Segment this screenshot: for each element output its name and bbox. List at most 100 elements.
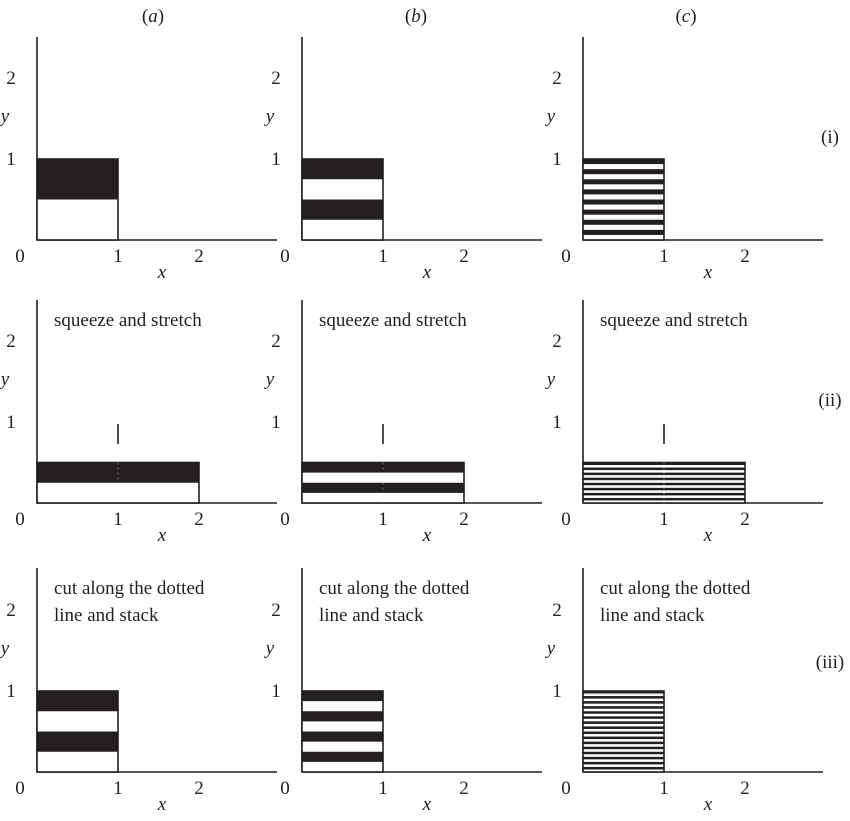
region-outline — [36, 158, 119, 241]
y-axis-label: y — [264, 106, 275, 127]
dark-stripe — [583, 199, 664, 205]
y-axis-label: y — [545, 369, 556, 390]
x-tick-label: 2 — [459, 246, 469, 267]
dark-stripe — [583, 736, 664, 740]
dark-stripe — [583, 169, 664, 175]
x-tick-label: 0 — [280, 509, 290, 530]
x-tick-label: 1 — [378, 778, 388, 799]
x-tick-label: 0 — [15, 778, 25, 799]
x-tick-label: 1 — [659, 778, 669, 799]
y-tick-label: 1 — [271, 681, 281, 702]
dark-stripe — [302, 199, 383, 220]
dark-stripe — [302, 751, 383, 762]
dark-stripe — [583, 751, 664, 755]
dark-stripe — [583, 726, 664, 729]
dark-stripe — [583, 721, 664, 724]
y-tick-label: 1 — [552, 412, 562, 433]
y-tick-label: 2 — [6, 600, 16, 621]
dark-stripe — [37, 159, 118, 200]
x-tick-label: 1 — [113, 509, 123, 530]
x-axis-label: x — [422, 794, 432, 815]
region-outline — [301, 690, 384, 773]
x-tick-label: 0 — [561, 246, 571, 267]
striped-region — [582, 158, 665, 241]
row-label-ii: (ii) — [818, 390, 841, 411]
y-axis-label: y — [0, 638, 10, 659]
y-axis-label: y — [545, 638, 556, 659]
row-label-iii: (iii) — [816, 652, 845, 673]
dark-stripe — [583, 179, 664, 185]
x-tick-label: 1 — [113, 246, 123, 267]
y-tick-label: 2 — [552, 600, 562, 621]
panel-caption: cut along the dotted — [600, 578, 751, 599]
dark-stripe — [37, 731, 118, 752]
dark-stripe — [583, 209, 664, 215]
panel-grid: 0 1 2 x 1 2 y 0 1 2 x 1 2 y 0 1 2 x 1 2 y 0 1 2 x 1 2 y squeeze and … — [0, 37, 823, 815]
panel-caption: squeeze and stretch — [54, 310, 202, 331]
x-tick-label: 1 — [659, 509, 669, 530]
dark-stripe — [583, 701, 664, 704]
dark-stripe — [583, 756, 664, 760]
panel-b-ii: 0 1 2 x 1 2 y squeeze and stretch — [264, 300, 542, 546]
panel-a-iii: 0 1 2 x 1 2 y cut along the dotted line and stac… — [0, 568, 277, 815]
dark-stripe — [583, 731, 664, 735]
y-tick-label: 1 — [271, 412, 281, 433]
panel-caption: line and stack — [600, 605, 705, 626]
panel-caption: squeeze and stretch — [319, 310, 467, 331]
panel-caption: cut along the dotted — [54, 578, 205, 599]
x-axis-label: x — [703, 794, 713, 815]
panel-a-i: 0 1 2 x 1 2 y — [0, 37, 277, 283]
x-tick-label: 1 — [659, 246, 669, 267]
y-tick-label: 2 — [552, 68, 562, 89]
column-header-b: (b) — [405, 6, 427, 27]
dark-stripe — [583, 691, 664, 694]
dark-stripe — [583, 159, 664, 165]
y-axis-label: y — [264, 638, 275, 659]
panel-a-ii: 0 1 2 x 1 2 y squeeze and stretch — [0, 300, 277, 546]
y-tick-label: 2 — [271, 68, 281, 89]
panel-caption: cut along the dotted — [319, 578, 470, 599]
panel-caption: line and stack — [54, 605, 159, 626]
y-tick-label: 2 — [271, 600, 281, 621]
x-tick-label: 2 — [740, 509, 750, 530]
x-tick-label: 0 — [280, 246, 290, 267]
panel-c-i: 0 1 2 x 1 2 y — [545, 37, 823, 283]
row-label-i: (i) — [821, 127, 839, 148]
x-tick-label: 0 — [561, 509, 571, 530]
x-axis-label: x — [703, 262, 713, 283]
y-tick-label: 1 — [6, 149, 16, 170]
region-outline — [582, 158, 665, 241]
y-tick-label: 1 — [552, 149, 562, 170]
x-tick-label: 2 — [459, 509, 469, 530]
striped-region — [36, 690, 119, 773]
y-axis-label: y — [0, 106, 10, 127]
panel-c-ii: 0 1 2 x 1 2 y squeeze and stretch — [545, 300, 823, 546]
dark-stripe — [302, 691, 383, 702]
x-tick-label: 0 — [15, 246, 25, 267]
y-tick-label: 1 — [6, 681, 16, 702]
x-tick-label: 2 — [194, 246, 204, 267]
panel-b-iii: 0 1 2 x 1 2 y cut along the dotted line and stac… — [264, 568, 542, 815]
dark-stripe — [583, 189, 664, 195]
y-tick-label: 1 — [271, 149, 281, 170]
x-tick-label: 2 — [740, 246, 750, 267]
x-tick-label: 1 — [378, 246, 388, 267]
x-axis-label: x — [422, 262, 432, 283]
x-tick-label: 2 — [194, 509, 204, 530]
x-tick-label: 2 — [740, 778, 750, 799]
x-tick-label: 0 — [561, 778, 571, 799]
dark-stripe — [302, 711, 383, 722]
region-outline — [582, 690, 665, 773]
x-tick-label: 1 — [113, 778, 123, 799]
panel-b-i: 0 1 2 x 1 2 y — [264, 37, 542, 283]
y-tick-label: 1 — [6, 412, 16, 433]
dark-stripe — [583, 711, 664, 714]
x-axis-label: x — [157, 525, 167, 546]
dark-stripe — [583, 716, 664, 719]
column-header-a: (a) — [142, 6, 164, 27]
dark-stripe — [302, 731, 383, 742]
x-axis-label: x — [157, 262, 167, 283]
dark-stripe — [583, 761, 664, 765]
